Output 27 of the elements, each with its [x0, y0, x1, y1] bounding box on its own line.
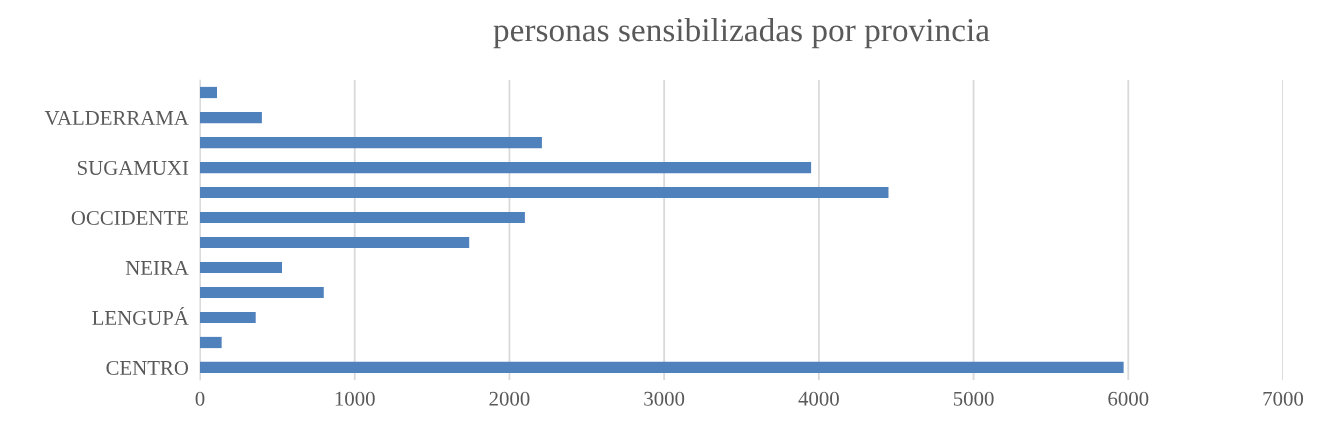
bar: [200, 136, 542, 149]
bar: [200, 111, 262, 124]
bar: [200, 336, 222, 349]
x-tick-label: 0: [195, 391, 205, 406]
y-tick-label: OCCIDENTE: [71, 210, 188, 225]
y-tick-label: VALDERRAMA: [44, 110, 189, 126]
bar: [200, 211, 525, 224]
x-tick-label: 4000: [798, 391, 839, 406]
bar: [200, 236, 470, 249]
chart-title: personas sensibilizadas por provincia: [493, 17, 990, 49]
bar: [200, 186, 889, 199]
x-tick-label: 6000: [1108, 391, 1149, 406]
x-tick-label: 7000: [1263, 391, 1304, 406]
bar: [200, 311, 256, 324]
x-tick-label: 2000: [489, 391, 530, 406]
bar: [200, 361, 1124, 374]
y-tick-label: NEIRA: [125, 260, 189, 275]
x-tick-label: 1000: [335, 391, 375, 406]
bar: [200, 261, 282, 274]
y-tick-label: LENGUPÁ: [92, 306, 189, 325]
x-tick-label: 3000: [644, 391, 685, 406]
y-tick-label: SUGAMUXI: [78, 160, 189, 175]
x-tick-label: 5000: [953, 391, 994, 406]
bar: [200, 286, 324, 299]
bar: [200, 161, 812, 174]
y-tick-label: CENTRO: [106, 360, 189, 375]
bar: [200, 86, 218, 99]
